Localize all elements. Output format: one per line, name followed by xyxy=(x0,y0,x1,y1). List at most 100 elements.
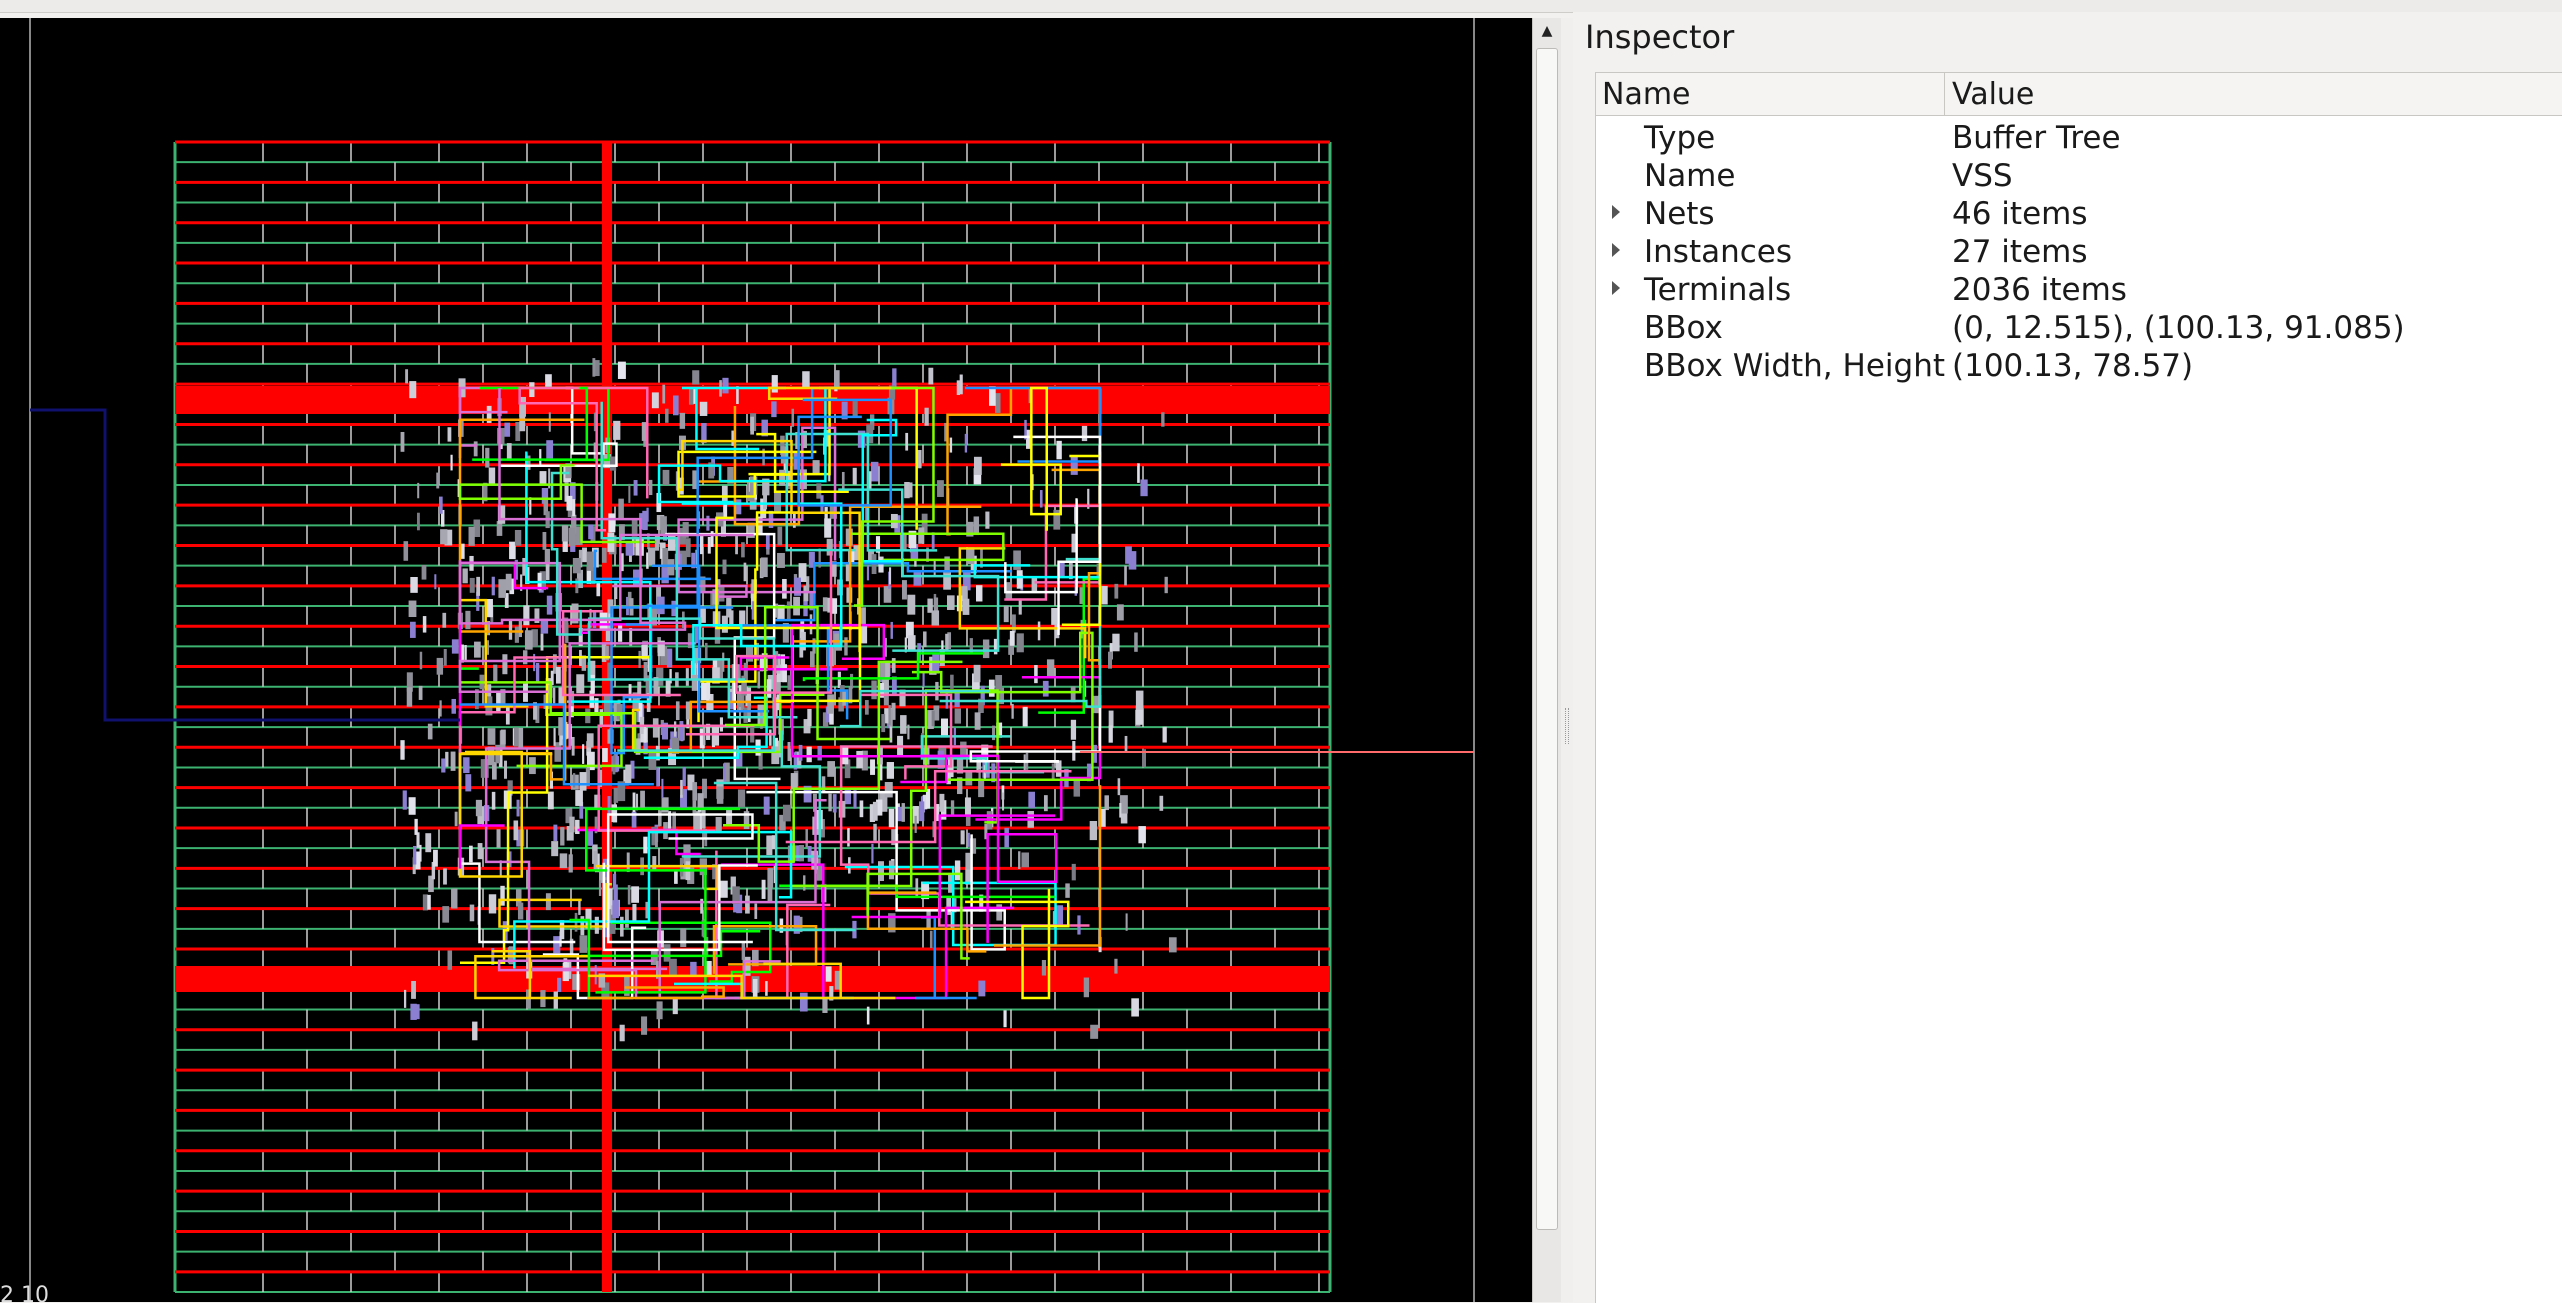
placed-cell xyxy=(722,652,725,672)
routed-net xyxy=(460,703,654,786)
placed-cell xyxy=(1018,598,1022,615)
placed-cell xyxy=(701,920,705,937)
placed-cell xyxy=(544,548,550,565)
placed-cell xyxy=(539,449,542,466)
placed-cell xyxy=(1043,795,1048,812)
placed-cell xyxy=(965,867,972,885)
placed-cell xyxy=(563,958,568,975)
tree-row-nets[interactable]: Nets 46 items xyxy=(1596,195,2562,233)
placed-cell xyxy=(661,797,669,813)
placed-cell xyxy=(831,561,837,577)
placed-cell xyxy=(926,547,929,562)
placed-cell xyxy=(786,601,791,620)
placed-cell xyxy=(950,800,955,815)
placed-cell xyxy=(1125,546,1132,564)
placed-cell xyxy=(1073,777,1081,797)
placed-cell xyxy=(562,535,568,552)
panel-splitter[interactable] xyxy=(1561,18,1573,1302)
placed-cell xyxy=(632,792,636,813)
placed-cell xyxy=(1024,419,1027,440)
placed-cell xyxy=(824,507,828,525)
placed-cell xyxy=(480,759,489,778)
placed-cell xyxy=(1058,562,1065,577)
placed-cell xyxy=(408,797,416,815)
placed-cell xyxy=(1112,633,1120,652)
layout-canvas[interactable] xyxy=(0,18,1532,1302)
placed-cell xyxy=(414,1004,420,1020)
placed-cell xyxy=(594,816,598,834)
placed-cell xyxy=(409,381,417,399)
placed-cell xyxy=(1134,632,1138,652)
placed-cell xyxy=(1028,387,1032,404)
placed-cell xyxy=(735,535,738,555)
placed-cell xyxy=(779,469,786,486)
placed-cell xyxy=(730,876,736,895)
placed-cell xyxy=(491,576,495,596)
placed-cell xyxy=(569,482,576,500)
placed-cell xyxy=(822,597,828,612)
placed-cell xyxy=(535,663,540,682)
placed-cell xyxy=(400,740,405,760)
placed-cell xyxy=(542,531,547,550)
placed-cell xyxy=(661,567,669,584)
routed-net xyxy=(588,962,896,1000)
tree-row-instances[interactable]: Instances 27 items xyxy=(1596,233,2562,271)
placed-cell xyxy=(402,790,407,810)
placed-cell xyxy=(454,811,458,827)
routed-net xyxy=(550,471,582,636)
placed-cell xyxy=(751,601,757,620)
placed-cell xyxy=(737,789,746,807)
placed-cell xyxy=(594,794,601,810)
routed-net xyxy=(597,724,755,832)
expand-arrow-icon[interactable] xyxy=(1612,243,1620,257)
placed-cell xyxy=(682,522,689,538)
routed-net xyxy=(585,807,741,994)
placed-cell xyxy=(809,592,816,611)
placed-cell xyxy=(685,538,691,558)
placed-cell xyxy=(691,674,698,691)
placed-cell xyxy=(1108,710,1114,728)
column-separator[interactable] xyxy=(1944,73,1945,115)
column-header-name[interactable]: Name xyxy=(1602,77,1691,112)
vertical-scrollbar[interactable]: ▲ xyxy=(1532,18,1562,1302)
splitter-grip-icon[interactable] xyxy=(1565,708,1569,744)
expand-arrow-icon[interactable] xyxy=(1612,205,1620,219)
placed-cell xyxy=(619,553,624,572)
placed-cell xyxy=(515,889,522,907)
placed-cell xyxy=(427,723,433,740)
placed-cell xyxy=(699,576,706,592)
routed-net xyxy=(600,401,798,719)
scroll-up-arrow-icon[interactable]: ▲ xyxy=(1541,23,1553,39)
placed-cell xyxy=(818,548,821,568)
placed-cell xyxy=(724,762,730,782)
expand-arrow-icon[interactable] xyxy=(1612,281,1620,295)
tree-row-name[interactable]: Name VSS xyxy=(1596,157,2562,195)
placed-cell xyxy=(473,441,478,457)
column-header-value[interactable]: Value xyxy=(1952,77,2035,112)
placed-cell xyxy=(668,747,677,766)
inspector-tree[interactable]: Name Value Type Buffer Tree Name VSS Net… xyxy=(1595,72,2562,1303)
placed-cell xyxy=(586,566,591,584)
tree-row-bbox-size[interactable]: BBox Width, Height (100.13, 78.57) xyxy=(1596,347,2562,385)
placed-cell xyxy=(1159,795,1164,811)
placed-cell xyxy=(766,835,773,856)
placed-cell xyxy=(1093,695,1100,714)
placed-cell xyxy=(598,973,606,988)
tree-row-type[interactable]: Type Buffer Tree xyxy=(1596,119,2562,157)
placed-cell xyxy=(559,920,565,940)
placed-cell xyxy=(810,651,815,668)
layout-viewer[interactable]: 2 10 xyxy=(0,18,1532,1302)
placed-cell xyxy=(891,676,897,696)
scrollbar-thumb[interactable] xyxy=(1536,48,1558,1230)
placed-cell xyxy=(761,419,768,437)
placed-cell xyxy=(1051,607,1058,625)
tree-row-bbox[interactable]: BBox (0, 12.515), (100.13, 91.085) xyxy=(1596,309,2562,347)
placed-cell xyxy=(585,908,592,929)
placed-cell xyxy=(558,717,566,736)
placed-cell xyxy=(1120,809,1128,824)
routed-net xyxy=(460,681,825,754)
tree-row-terminals[interactable]: Terminals 2036 items xyxy=(1596,271,2562,309)
placed-cell xyxy=(682,767,686,787)
placed-cell xyxy=(743,562,747,582)
placed-cell xyxy=(1065,883,1070,898)
